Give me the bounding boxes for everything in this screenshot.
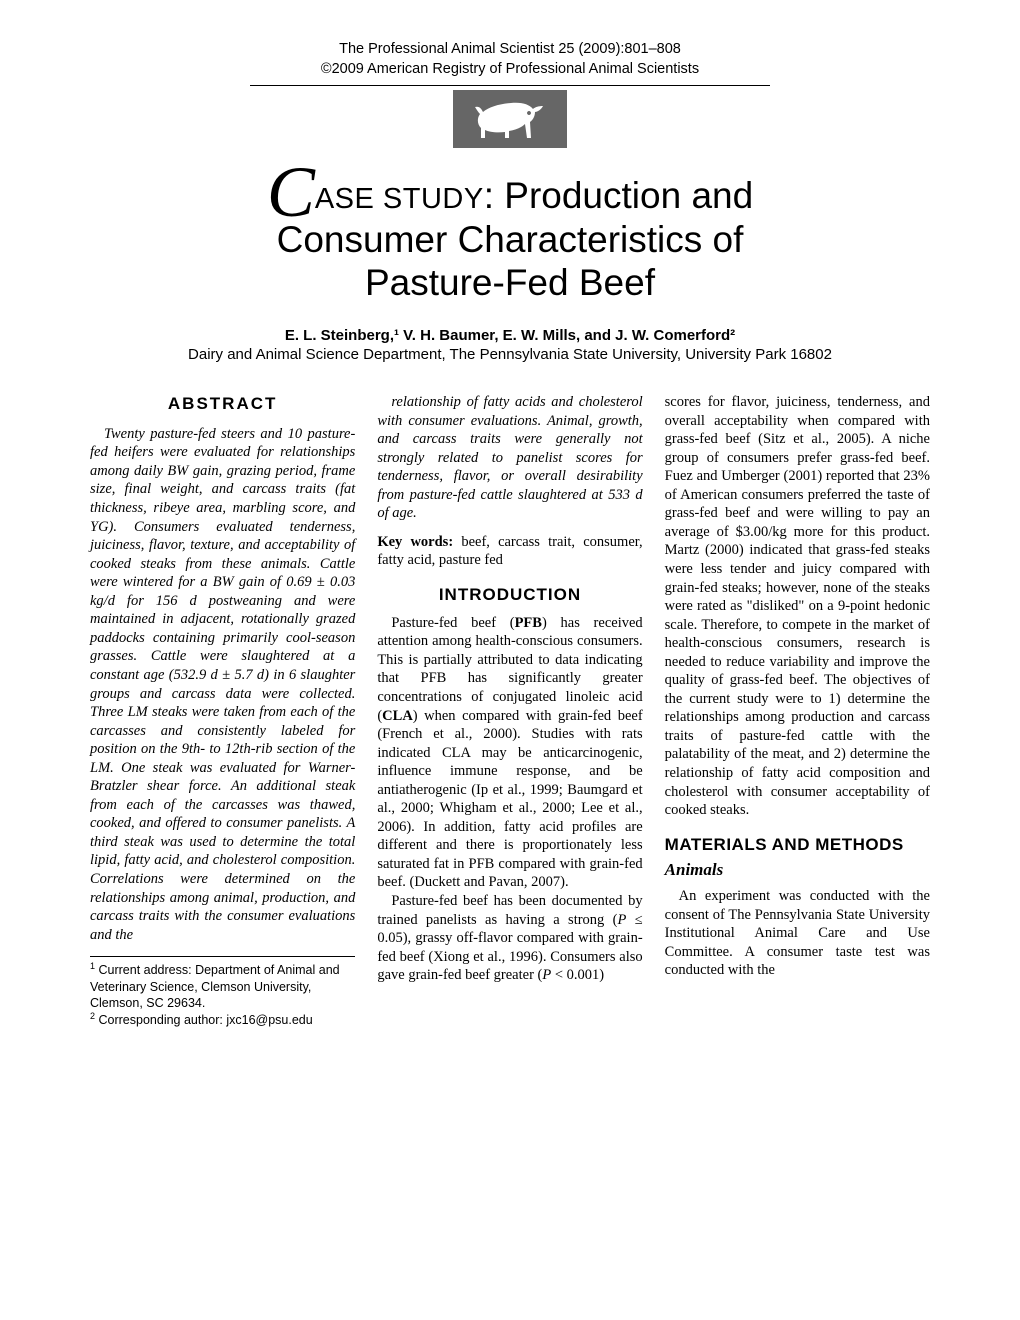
keywords: Key words: beef, carcass trait, consumer… — [377, 533, 642, 570]
logo-box — [453, 90, 567, 148]
abstract-paragraph-1: Twenty pasture-fed steers and 10 pasture… — [90, 425, 355, 944]
journal-citation: The Professional Animal Scientist 25 (20… — [90, 40, 930, 79]
keywords-label: Key words: — [377, 534, 453, 550]
footnote-rule — [90, 956, 355, 957]
footnote-2: 2 Corresponding author: jxc16@psu.edu — [90, 1011, 355, 1028]
page: The Professional Animal Scientist 25 (20… — [0, 0, 1020, 1068]
footnote-1-text: Current address: Department of Animal an… — [90, 963, 340, 1010]
footnote-2-text: Corresponding author: jxc16@psu.edu — [99, 1013, 313, 1027]
title-line2: Consumer Characteristics of — [277, 219, 744, 260]
citation-line1: The Professional Animal Scientist 25 (20… — [339, 41, 681, 57]
logo-container — [90, 90, 930, 153]
authors: E. L. Steinberg,¹ V. H. Baumer, E. W. Mi… — [90, 327, 930, 344]
introduction-heading: INTRODUCTION — [377, 584, 642, 606]
title-line3: Pasture-Fed Beef — [365, 262, 655, 303]
intro-paragraph-1: Pasture-fed beef (PFB) has received atte… — [377, 614, 642, 892]
title-line1-rest: : Production and — [484, 175, 753, 216]
intro-paragraph-2: Pasture-fed beef has been documented by … — [377, 892, 642, 985]
title-smallcaps: ASE STUDY — [315, 183, 484, 215]
methods-heading: MATERIALS AND METHODS — [665, 834, 930, 856]
intro-paragraph-3: scores for flavor, juiciness, tenderness… — [665, 393, 930, 820]
authors-text: E. L. Steinberg,¹ V. H. Baumer, E. W. Mi… — [285, 327, 735, 344]
affiliation: Dairy and Animal Science Department, The… — [90, 346, 930, 363]
article-title: CASE STUDY: Production and Consumer Char… — [90, 167, 930, 305]
citation-line2: ©2009 American Registry of Professional … — [321, 61, 699, 77]
cow-icon — [471, 98, 549, 140]
body-columns: ABSTRACT Twenty pasture-fed steers and 1… — [90, 393, 930, 1028]
header-rule — [250, 85, 770, 86]
abstract-paragraph-2: relationship of fatty acids and choleste… — [377, 393, 642, 523]
animals-subheading: Animals — [665, 859, 930, 881]
animals-paragraph-1: An experiment was conducted with the con… — [665, 887, 930, 980]
abstract-heading: ABSTRACT — [90, 393, 355, 415]
footnote-1: 1 Current address: Department of Animal … — [90, 961, 355, 1011]
